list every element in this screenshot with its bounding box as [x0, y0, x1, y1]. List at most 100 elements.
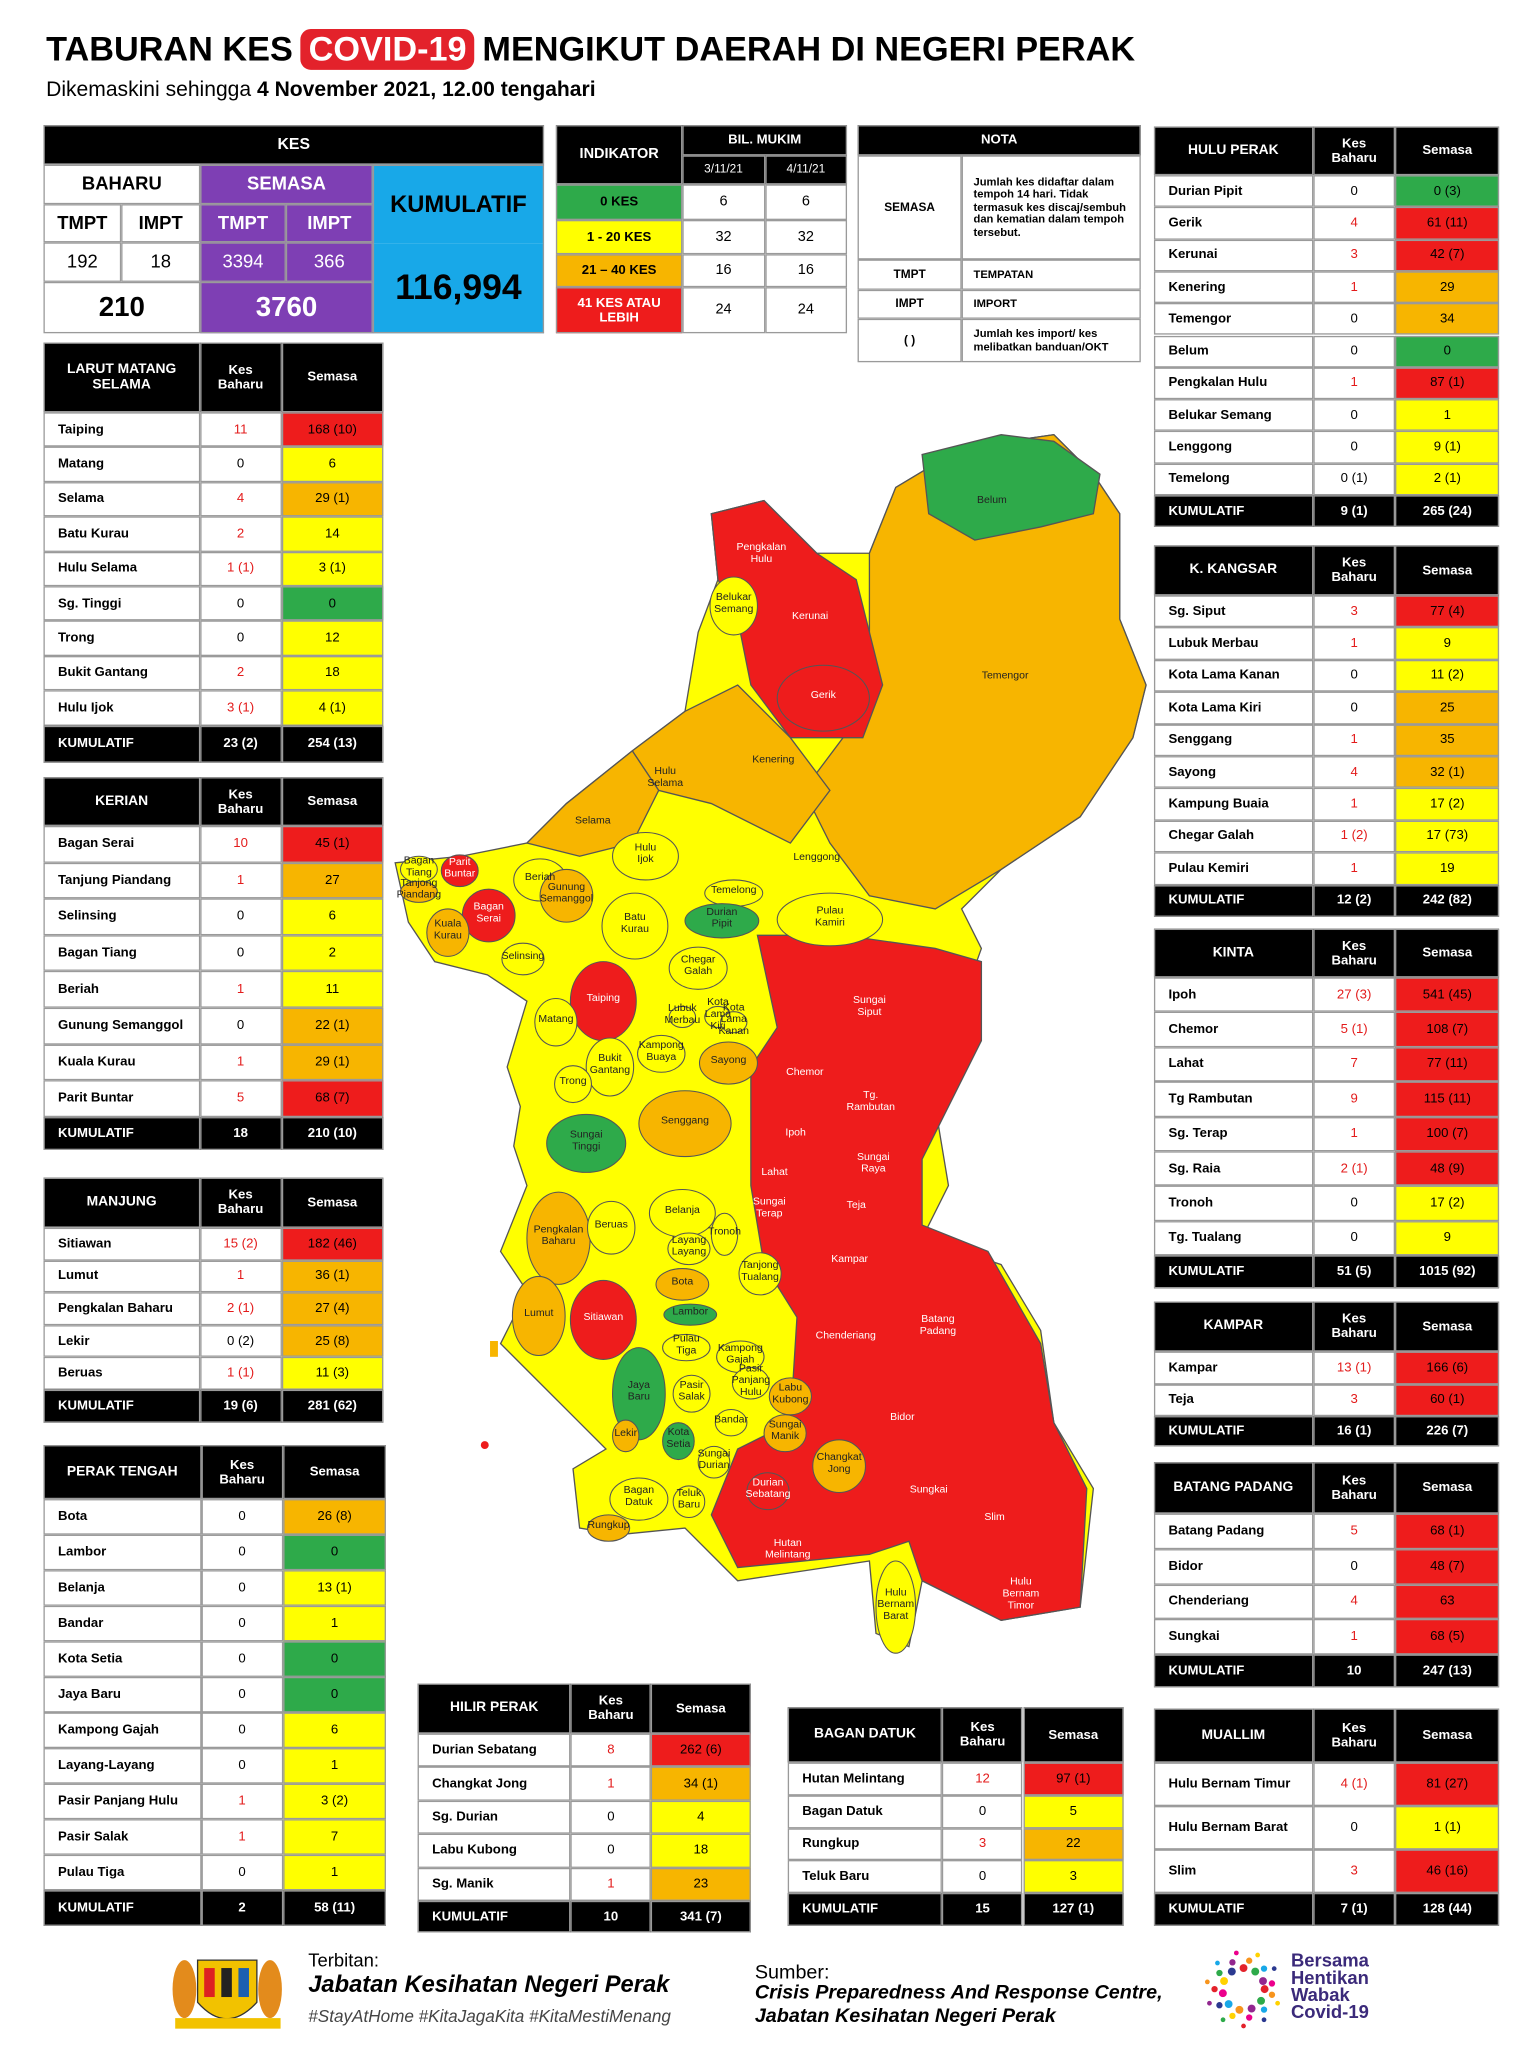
- new-cases: 2 (1): [1312, 1151, 1396, 1187]
- logo-dot: [1229, 1959, 1236, 1966]
- col-new-header: Kes Baharu: [1312, 1301, 1396, 1352]
- nota-desc: TEMPATAN: [961, 259, 1141, 290]
- mukim-name: Hulu Selama: [43, 551, 200, 587]
- active-cases: 6: [281, 447, 384, 482]
- map-label: Changkat Jong: [817, 1451, 862, 1475]
- new-cases: 0: [201, 1534, 284, 1571]
- mukim-count: 24: [764, 287, 848, 334]
- map-label: Bota: [672, 1275, 694, 1287]
- title-start: TABURAN KES: [46, 28, 293, 69]
- map-label: Hutan Melintang: [765, 1537, 811, 1561]
- logo-dot: [1207, 2000, 1212, 2006]
- active-cases: 18: [650, 1833, 751, 1868]
- logo-text: Covid-19: [1290, 2000, 1369, 2023]
- mukim-name: Bandar: [43, 1605, 202, 1642]
- map-label: Ipoh: [785, 1127, 806, 1139]
- mukim-name: Tg. Tualang: [1153, 1220, 1313, 1256]
- map-label: Sungai Manik: [769, 1418, 802, 1442]
- col-active-header: Semasa: [281, 777, 384, 826]
- total-new: 51 (5): [1312, 1255, 1396, 1289]
- map-label: Belukar Semang: [714, 591, 753, 615]
- col-active-header: Semasa: [1395, 545, 1500, 596]
- col-active-header: Semasa: [1395, 928, 1500, 978]
- new-cases: 5: [1312, 1513, 1396, 1549]
- active-cases: 17 (2): [1395, 1186, 1500, 1221]
- new-cases: 1: [570, 1767, 651, 1801]
- crest-stripe: [238, 1968, 249, 1998]
- total-active: 1015 (92): [1395, 1255, 1500, 1289]
- active-cases: 27: [281, 862, 384, 899]
- logo-dot: [1255, 1952, 1261, 1958]
- logo-dot: [1216, 1969, 1223, 1977]
- active-cases: 2 (1): [1395, 463, 1500, 496]
- col-new-header: Kes Baharu: [201, 1445, 284, 1500]
- island-marker: [480, 1441, 489, 1450]
- map-region: [586, 1514, 631, 1542]
- new-cases: 4: [199, 481, 282, 517]
- mukim-name: Pengkalan Hulu: [1153, 367, 1313, 400]
- active-cases: 87 (1): [1395, 367, 1500, 400]
- map-region: [672, 1485, 706, 1519]
- new-cases: 4: [1312, 1584, 1396, 1620]
- map-label: Durian Sebatang: [745, 1476, 790, 1500]
- map-region: [709, 576, 758, 636]
- active-cases: 4 (1): [281, 690, 384, 726]
- kes-title: KES: [43, 125, 545, 165]
- mukim-name: Sungkai: [1153, 1619, 1313, 1655]
- total-new: 15: [942, 1892, 1023, 1926]
- active-cases: 0: [283, 1534, 386, 1571]
- map-region: [585, 1037, 635, 1097]
- map-region: [875, 1560, 917, 1654]
- total-active: 58 (11): [283, 1890, 386, 1926]
- new-cases: 5: [199, 1080, 282, 1117]
- new-cases: 3: [1312, 595, 1396, 628]
- total-new: 18: [199, 1116, 282, 1150]
- kes-kumulatif-label: KUMULATIF: [372, 164, 545, 244]
- kes-value: 18: [121, 242, 201, 282]
- map-label: Bidor: [890, 1411, 915, 1423]
- new-cases: 4: [1312, 207, 1396, 240]
- total-label: KUMULATIF: [1153, 1255, 1313, 1289]
- active-cases: 68 (1): [1395, 1513, 1500, 1549]
- total-label: KUMULATIF: [1153, 884, 1313, 917]
- total-label: KUMULATIF: [43, 1890, 202, 1926]
- kes-column: IMPT: [285, 204, 373, 243]
- active-cases: 0: [283, 1641, 386, 1677]
- col-active-header: Semasa: [281, 342, 384, 413]
- source-label: Sumber:: [754, 1961, 830, 1984]
- map-label: Hulu Selama: [647, 765, 683, 789]
- active-cases: 3 (1): [281, 551, 384, 587]
- map-label: Selama: [575, 814, 611, 826]
- total-active: 254 (13): [281, 725, 384, 763]
- map-region: [399, 880, 438, 903]
- logo-dot: [1218, 1989, 1227, 1998]
- new-cases: 1: [1312, 367, 1396, 400]
- mukim-name: Lumut: [43, 1260, 200, 1293]
- map-label: Hulu Bernam Timor: [1002, 1576, 1039, 1612]
- col-new-header: Kes Baharu: [199, 342, 282, 413]
- new-cases: 1: [1312, 271, 1396, 304]
- mukim-name: Lekir: [43, 1324, 200, 1358]
- map-label: Kota Lama Kiri: [705, 996, 731, 1032]
- nota-desc: Jumlah kes didaftar dalam tempoh 14 hari…: [961, 155, 1141, 260]
- map-label: Sungai Terap: [753, 1196, 786, 1220]
- mukim-name: Tg Rambutan: [1153, 1081, 1313, 1117]
- mukim-name: Pengkalan Baharu: [43, 1292, 200, 1325]
- mukim-name: Sg. Manik: [417, 1867, 571, 1901]
- active-cases: 97 (1): [1022, 1762, 1124, 1796]
- new-cases: 0: [199, 586, 282, 621]
- mukim-name: Bota: [43, 1499, 202, 1535]
- logo-dot: [1239, 1964, 1248, 1972]
- total-active: 242 (82): [1395, 884, 1500, 917]
- mukim-count: 6: [764, 184, 848, 220]
- map-region: [612, 832, 679, 881]
- map-label: Durian Pipit: [706, 906, 737, 930]
- mukim-name: Bidor: [1153, 1548, 1313, 1585]
- total-label: KUMULATIF: [787, 1892, 943, 1926]
- active-cases: 115 (11): [1395, 1081, 1500, 1117]
- total-new: 10: [570, 1900, 651, 1933]
- col-new-header: Kes Baharu: [1312, 126, 1396, 176]
- mukim-name: Pulau Tiga: [43, 1854, 202, 1891]
- logo-dot: [1261, 2017, 1267, 2023]
- district-name: HULU PERAK: [1153, 126, 1313, 176]
